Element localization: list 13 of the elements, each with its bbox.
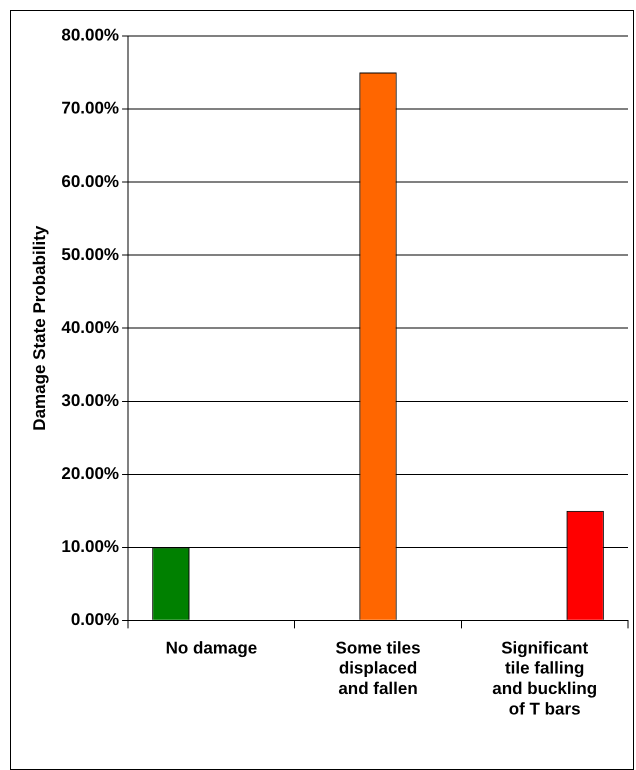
y-tick-label: 60.00%: [61, 172, 120, 191]
y-tick-label: 70.00%: [61, 98, 120, 118]
x-tick-label: Significant tile falling and buckling of T bars: [492, 638, 598, 718]
y-tick-label: 30.00%: [61, 390, 120, 410]
y-tick-label: 50.00%: [61, 244, 120, 264]
y-tick-label: 10.00%: [61, 537, 120, 556]
x-tick-label: No damage: [166, 638, 258, 658]
y-tick-label: 0.00%: [70, 610, 120, 630]
y-tick-label: 40.00%: [61, 318, 120, 337]
y-axis-title: Damage State Probability: [30, 225, 49, 431]
y-tick-label: 80.00%: [61, 26, 120, 45]
y-tick-label: 20.00%: [61, 464, 120, 483]
x-tick-label: Some tiles displaced and fallen: [336, 638, 421, 698]
